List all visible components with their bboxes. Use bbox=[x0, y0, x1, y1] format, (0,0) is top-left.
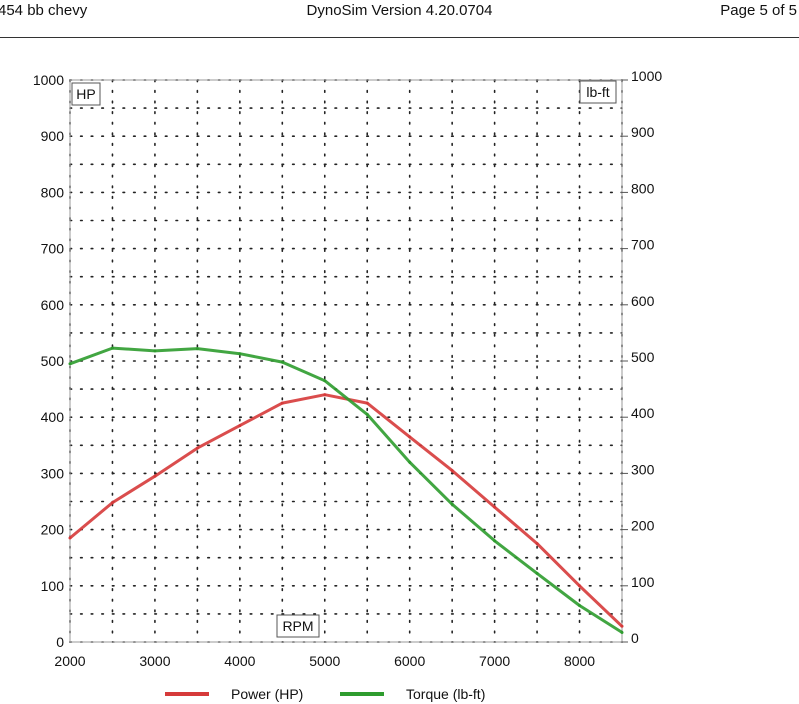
y-tick-label-left: 1000 bbox=[33, 72, 64, 88]
power-point bbox=[195, 446, 199, 450]
x-tick-label: 7000 bbox=[479, 653, 510, 669]
y-tick-label-right: 400 bbox=[631, 405, 655, 421]
y-tick-label-left: 300 bbox=[41, 465, 65, 481]
legend-power-label: Power (HP) bbox=[231, 686, 304, 702]
power-line bbox=[69, 393, 624, 628]
header-page-number: Page 5 of 5 bbox=[720, 2, 797, 19]
x-tick-label: 6000 bbox=[394, 653, 425, 669]
x-tick-label: 8000 bbox=[564, 653, 595, 669]
y-tick-label-right: 900 bbox=[631, 124, 655, 140]
axis-ticks: 0 0 100 100 200 200 300 300 400 400 500 500 600 600 70… bbox=[33, 68, 663, 669]
legend-power: Power (HP) bbox=[165, 686, 303, 702]
rpm-label-box bbox=[276, 614, 320, 638]
torque-point bbox=[195, 347, 199, 351]
power-point bbox=[153, 474, 157, 478]
y-tick-label-left: 100 bbox=[41, 578, 65, 594]
y-tick-label-right: 100 bbox=[631, 574, 655, 590]
torque-point bbox=[620, 630, 624, 634]
power-point bbox=[68, 536, 72, 540]
torque-point bbox=[493, 539, 497, 543]
y-tick-label-right: 700 bbox=[631, 237, 655, 253]
y-tick-label-right: 800 bbox=[631, 180, 655, 196]
y-tick-label-right: 600 bbox=[631, 293, 655, 309]
y-tick-label-left: 400 bbox=[41, 409, 65, 425]
power-point bbox=[110, 501, 114, 505]
torque-line bbox=[69, 346, 623, 634]
torque-point bbox=[408, 460, 412, 464]
torque-point bbox=[68, 362, 72, 366]
chart-lines bbox=[68, 346, 624, 634]
legend-torque: Torque (lb-ft) bbox=[340, 686, 485, 702]
chart-grid bbox=[69, 79, 623, 643]
header-divider bbox=[0, 37, 799, 38]
torque-point bbox=[450, 502, 454, 506]
x-tick-label: 2000 bbox=[54, 653, 85, 669]
torque-point bbox=[238, 352, 242, 356]
y-tick-label-right: 0 bbox=[631, 630, 639, 646]
power-point bbox=[408, 435, 412, 439]
y-tick-label-left: 700 bbox=[41, 241, 65, 257]
x-tick-label: 4000 bbox=[224, 653, 255, 669]
y-tick-label-left: 600 bbox=[41, 297, 65, 313]
torque-point bbox=[578, 603, 582, 607]
x-tick-label: 3000 bbox=[139, 653, 170, 669]
legend-power-swatch bbox=[165, 692, 209, 696]
y-tick-label-left: 800 bbox=[41, 184, 65, 200]
power-point bbox=[365, 401, 369, 405]
y-tick-label-left: 500 bbox=[41, 353, 65, 369]
y-axis-right-label: lb-ft bbox=[586, 84, 609, 100]
y-tick-label-left: 900 bbox=[41, 128, 65, 144]
power-point bbox=[578, 584, 582, 588]
y-tick-label-right: 1000 bbox=[631, 68, 662, 84]
y-tick-label-right: 300 bbox=[631, 461, 655, 477]
y-tick-label-right: 200 bbox=[631, 518, 655, 534]
torque-point bbox=[280, 360, 284, 364]
y-tick-label-left: 0 bbox=[56, 634, 64, 650]
legend-torque-swatch bbox=[340, 692, 384, 696]
legend-torque-label: Torque (lb-ft) bbox=[406, 686, 486, 702]
power-point bbox=[493, 505, 497, 509]
power-point bbox=[620, 624, 624, 628]
torque-point bbox=[110, 346, 114, 350]
power-point bbox=[535, 542, 539, 546]
torque-point bbox=[153, 349, 157, 353]
power-point bbox=[280, 401, 284, 405]
torque-point bbox=[535, 571, 539, 575]
hp-label-box bbox=[71, 82, 101, 106]
y-axis-left-label: HP bbox=[76, 86, 95, 102]
power-point bbox=[323, 393, 327, 397]
y-tick-label-right: 500 bbox=[631, 349, 655, 365]
header-engine-name: 454 bb chevy bbox=[0, 2, 88, 19]
power-point bbox=[450, 469, 454, 473]
header-app-version: DynoSim Version 4.20.0704 bbox=[306, 2, 493, 19]
torque-point bbox=[323, 379, 327, 383]
torque-point bbox=[365, 412, 369, 416]
lbft-label-box bbox=[579, 80, 617, 104]
x-axis-label: RPM bbox=[282, 618, 313, 634]
x-tick-label: 5000 bbox=[309, 653, 340, 669]
y-tick-label-left: 200 bbox=[41, 522, 65, 538]
power-point bbox=[238, 424, 242, 428]
